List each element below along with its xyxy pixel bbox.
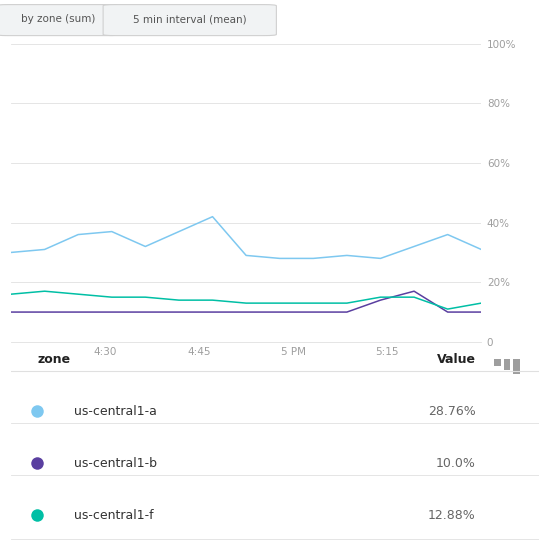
- Text: us-central1-a: us-central1-a: [74, 405, 157, 418]
- Bar: [494, 359, 501, 366]
- Text: 12.88%: 12.88%: [428, 509, 476, 521]
- Bar: [513, 359, 520, 374]
- Bar: [504, 359, 510, 370]
- Text: 5 min interval (mean): 5 min interval (mean): [133, 14, 246, 24]
- Text: us-central1-f: us-central1-f: [74, 509, 154, 521]
- Text: zone: zone: [37, 353, 70, 366]
- Text: us-central1-b: us-central1-b: [74, 457, 157, 470]
- Text: by zone (sum): by zone (sum): [20, 14, 95, 24]
- Text: 28.76%: 28.76%: [428, 405, 476, 418]
- FancyBboxPatch shape: [0, 4, 119, 36]
- FancyBboxPatch shape: [103, 4, 276, 36]
- Text: 10.0%: 10.0%: [436, 457, 476, 470]
- Text: Value: Value: [437, 353, 476, 366]
